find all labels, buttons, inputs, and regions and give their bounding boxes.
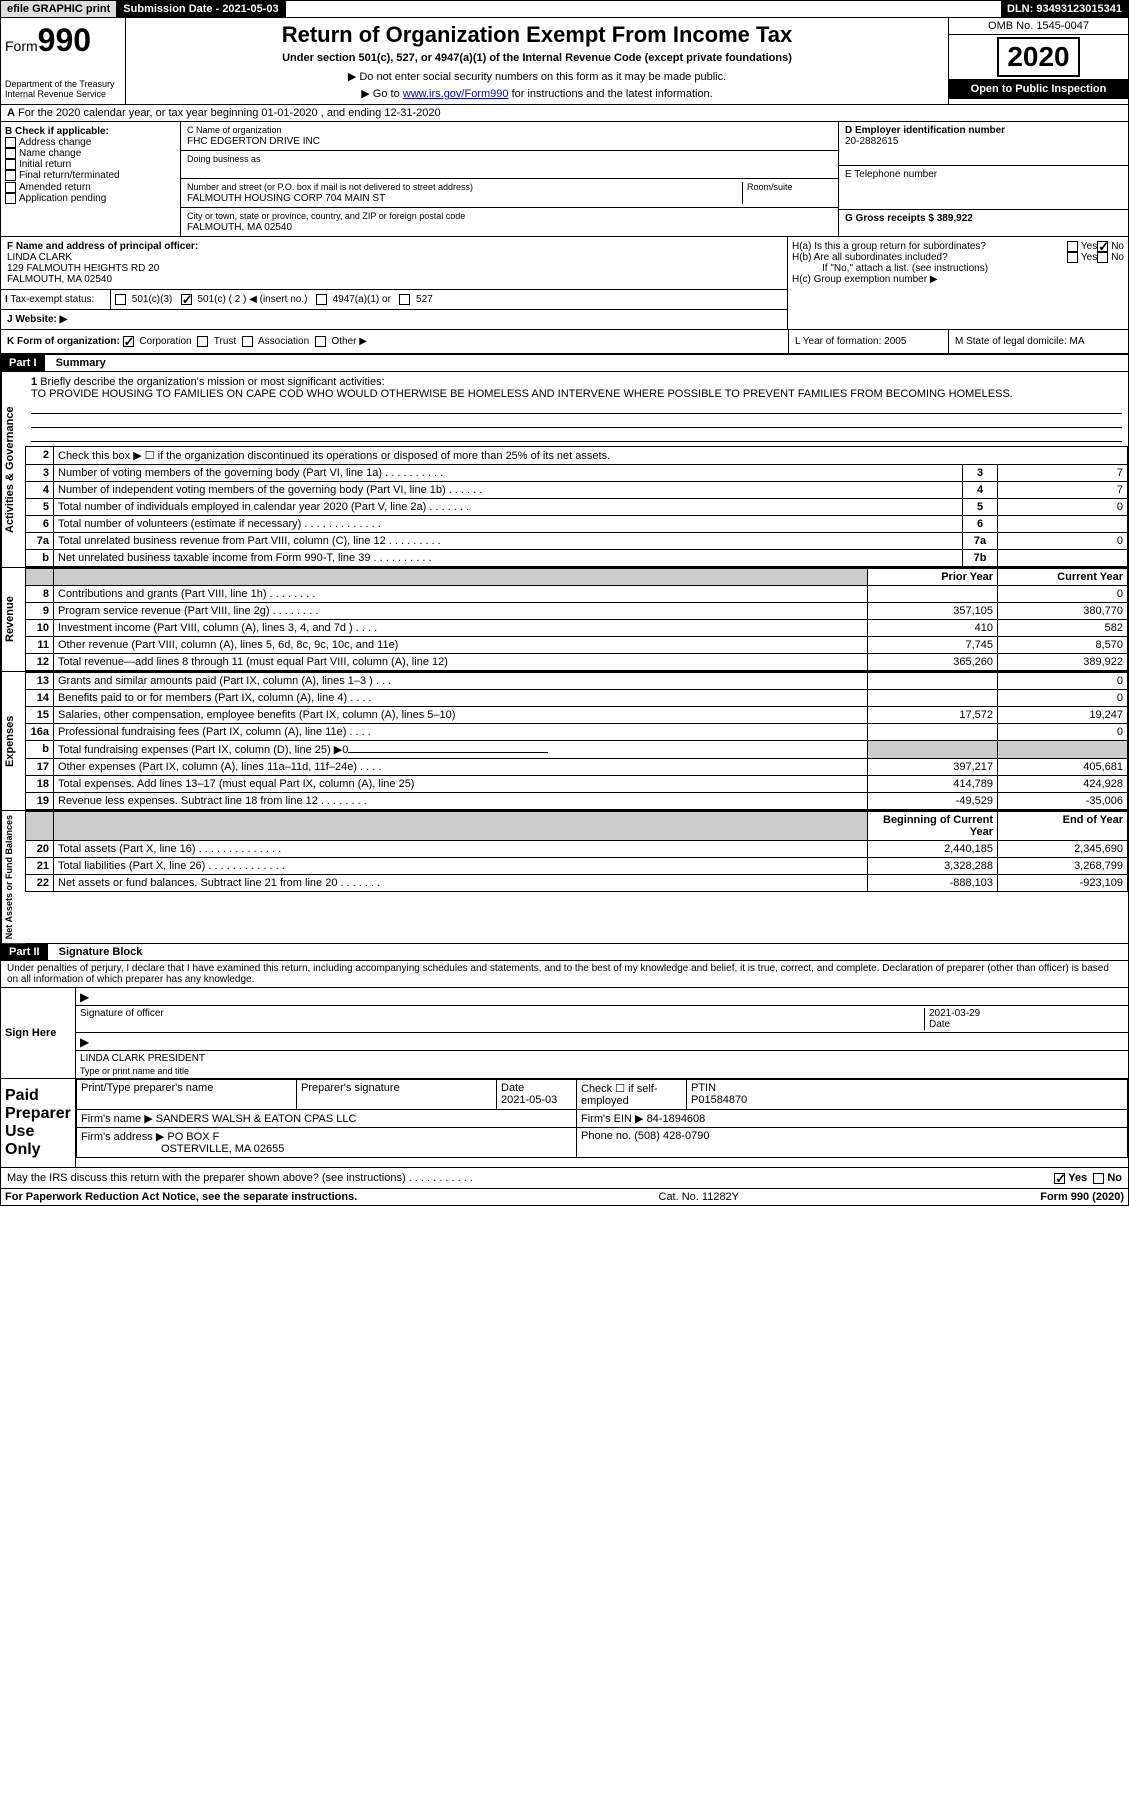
part2-header: Part II Signature Block [1, 943, 1128, 961]
check-pending[interactable]: Application pending [5, 193, 176, 204]
goto-note: ▶ Go to www.irs.gov/Form990 for instruct… [130, 87, 944, 100]
box-b: B Check if applicable: Address change Na… [1, 122, 181, 236]
firm-ein: 84-1894608 [647, 1113, 706, 1125]
check-name[interactable]: Name change [5, 148, 176, 159]
expenses-table: 13Grants and similar amounts paid (Part … [25, 672, 1128, 810]
part1-header: Part I Summary [1, 354, 1128, 372]
activities-label: Activities & Governance [1, 372, 25, 567]
netassets-section: Net Assets or Fund Balances Beginning of… [1, 810, 1128, 943]
form-title: Return of Organization Exempt From Incom… [130, 22, 944, 48]
hb-no[interactable] [1097, 252, 1108, 263]
website-row: J Website: ▶ [1, 310, 787, 329]
gross-receipts: G Gross receipts $ 389,922 [845, 213, 973, 224]
check-address[interactable]: Address change [5, 137, 176, 148]
section-bcdefgh: B Check if applicable: Address change Na… [1, 122, 1128, 237]
firm-phone: (508) 428-0790 [634, 1130, 709, 1142]
paid-preparer-block: Paid Preparer Use Only Print/Type prepar… [1, 1079, 1128, 1168]
revenue-table: Prior YearCurrent Year 8Contributions an… [25, 568, 1128, 671]
ha-no[interactable] [1097, 241, 1108, 252]
firm-name: SANDERS WALSH & EATON CPAS LLC [156, 1113, 357, 1125]
box-l: L Year of formation: 2005 [788, 330, 948, 353]
section-fhi: F Name and address of principal officer:… [1, 237, 1128, 330]
check-initial[interactable]: Initial return [5, 159, 176, 170]
ha-yes[interactable] [1067, 241, 1078, 252]
top-bar: efile GRAPHIC print Submission Date - 20… [1, 1, 1128, 18]
check-501c[interactable] [181, 294, 192, 305]
box-c: C Name of organizationFHC EDGERTON DRIVE… [181, 122, 838, 236]
k-corp[interactable] [123, 336, 134, 347]
ein-value: 20-2882615 [845, 136, 898, 147]
hb-yes[interactable] [1067, 252, 1078, 263]
revenue-label: Revenue [1, 568, 25, 671]
tax-exempt-opts: 501(c)(3) 501(c) ( 2 ) ◀ (insert no.) 49… [111, 290, 787, 309]
revenue-section: Revenue Prior YearCurrent Year 8Contribu… [1, 567, 1128, 671]
ptin-value: P01584870 [691, 1094, 747, 1106]
irs-label: Internal Revenue Service [5, 89, 121, 99]
submission-date: Submission Date - 2021-05-03 [117, 1, 285, 17]
netassets-label: Net Assets or Fund Balances [1, 811, 25, 943]
omb-number: OMB No. 1545-0047 [949, 18, 1128, 35]
governance-table: 2Check this box ▶ ☐ if the organization … [25, 446, 1128, 567]
check-final[interactable]: Final return/terminated [5, 170, 176, 181]
discuss-no[interactable] [1093, 1173, 1104, 1184]
box-f: F Name and address of principal officer:… [1, 237, 787, 290]
efile-print-button[interactable]: efile GRAPHIC print [1, 1, 117, 17]
form-subtitle: Under section 501(c), 527, or 4947(a)(1)… [130, 52, 944, 64]
k-trust[interactable] [197, 336, 208, 347]
dept-treasury: Department of the Treasury [5, 79, 121, 89]
mission-row: 1 Briefly describe the organization's mi… [25, 372, 1128, 446]
tax-exempt-label: I Tax-exempt status: [1, 290, 111, 309]
irs-link[interactable]: www.irs.gov/Form990 [403, 88, 509, 100]
check-501c3[interactable] [115, 294, 126, 305]
form-990-page: efile GRAPHIC print Submission Date - 20… [0, 0, 1129, 1206]
sign-here-block: Sign Here ▶ Signature of officer2021-03-… [1, 988, 1128, 1079]
k-other[interactable] [315, 336, 326, 347]
paid-preparer-label: Paid Preparer Use Only [1, 1079, 76, 1167]
box-defg: D Employer identification number20-28826… [838, 122, 1128, 236]
sign-here-label: Sign Here [1, 988, 76, 1078]
discuss-row: May the IRS discuss this return with the… [1, 1168, 1128, 1189]
org-city: FALMOUTH, MA 02540 [187, 222, 292, 233]
check-amended[interactable]: Amended return [5, 182, 176, 193]
declaration: Under penalties of perjury, I declare th… [1, 961, 1128, 988]
mission-text: TO PROVIDE HOUSING TO FAMILIES ON CAPE C… [31, 388, 1013, 400]
ssn-note: ▶ Do not enter social security numbers o… [130, 70, 944, 83]
check-527[interactable] [399, 294, 410, 305]
officer-name: LINDA CLARK PRESIDENT [80, 1053, 205, 1064]
form-header: Form990 Department of the Treasury Inter… [1, 18, 1128, 105]
check-4947[interactable] [316, 294, 327, 305]
line-klm: K Form of organization: Corporation Trus… [1, 330, 1128, 354]
line-a: A For the 2020 calendar year, or tax yea… [1, 105, 1128, 122]
open-public: Open to Public Inspection [949, 79, 1128, 99]
org-name: FHC EDGERTON DRIVE INC [187, 136, 320, 147]
expenses-label: Expenses [1, 672, 25, 810]
dln: DLN: 93493123015341 [1001, 1, 1128, 17]
form-number: Form990 [5, 22, 121, 59]
part1-body: Activities & Governance 1 Briefly descri… [1, 372, 1128, 567]
expenses-section: Expenses 13Grants and similar amounts pa… [1, 671, 1128, 810]
box-h: H(a) Is this a group return for subordin… [788, 237, 1128, 329]
k-assoc[interactable] [242, 336, 253, 347]
discuss-yes[interactable] [1054, 1173, 1065, 1184]
netassets-table: Beginning of Current YearEnd of Year 20T… [25, 811, 1128, 892]
box-m: M State of legal domicile: MA [948, 330, 1128, 353]
page-footer: For Paperwork Reduction Act Notice, see … [1, 1189, 1128, 1205]
org-address: FALMOUTH HOUSING CORP 704 MAIN ST [187, 193, 385, 204]
tax-year: 2020 [997, 37, 1079, 77]
